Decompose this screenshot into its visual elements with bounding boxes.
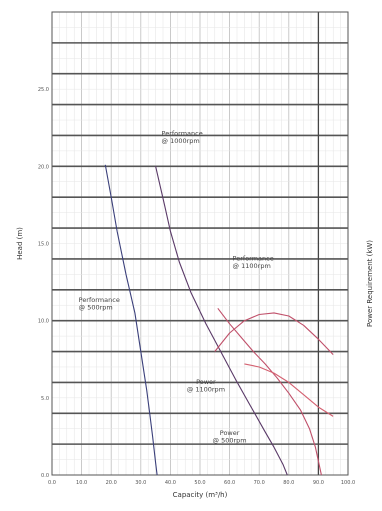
y-tick-label: 10.0: [38, 319, 49, 325]
x-tick-label: 70.0: [254, 480, 265, 486]
y-tick-label: 0.0: [41, 473, 49, 479]
series-line-performance-1000rpm: [155, 166, 288, 476]
x-tick-label: 60.0: [224, 480, 235, 486]
x-tick-label: 90.0: [313, 480, 324, 486]
y2-axis-title: Power Requirement (kW): [366, 240, 374, 327]
x-axis-title: Capacity (m³/h): [173, 491, 228, 499]
curve-annotation: Power @ 500rpm: [213, 429, 247, 445]
x-tick-label: 40.0: [165, 480, 176, 486]
curve-annotation: Performance @ 1100rpm: [233, 254, 274, 270]
series-line-performance-500rpm: [104, 164, 158, 476]
series-line-performance-1100rpm: [217, 307, 322, 476]
x-tick-label: 20.0: [106, 480, 117, 486]
y-tick-label: 15.0: [38, 242, 49, 248]
x-tick-label: 0.0: [48, 480, 56, 486]
x-tick-label: 30.0: [135, 480, 146, 486]
x-tick-label: 100.0: [341, 480, 355, 486]
curve-annotation: Performance @ 500rpm: [79, 296, 120, 312]
y-tick-label: 5.0: [41, 396, 49, 402]
x-tick-label: 80.0: [283, 480, 294, 486]
y-axis-title: Head (m): [16, 227, 24, 260]
x-tick-label: 50.0: [194, 480, 205, 486]
curve-annotation: Performance @ 1000rpm: [162, 129, 203, 145]
y-tick-label: 25.0: [38, 87, 49, 93]
x-tick-label: 10.0: [76, 480, 87, 486]
plot-frame: [51, 11, 349, 476]
y-tick-label: 20.0: [38, 164, 49, 170]
series-line-power-500rpm: [244, 363, 334, 417]
curve-annotation: Power @ 1100rpm: [187, 378, 225, 394]
series-line-power-1100rpm: [214, 312, 334, 355]
